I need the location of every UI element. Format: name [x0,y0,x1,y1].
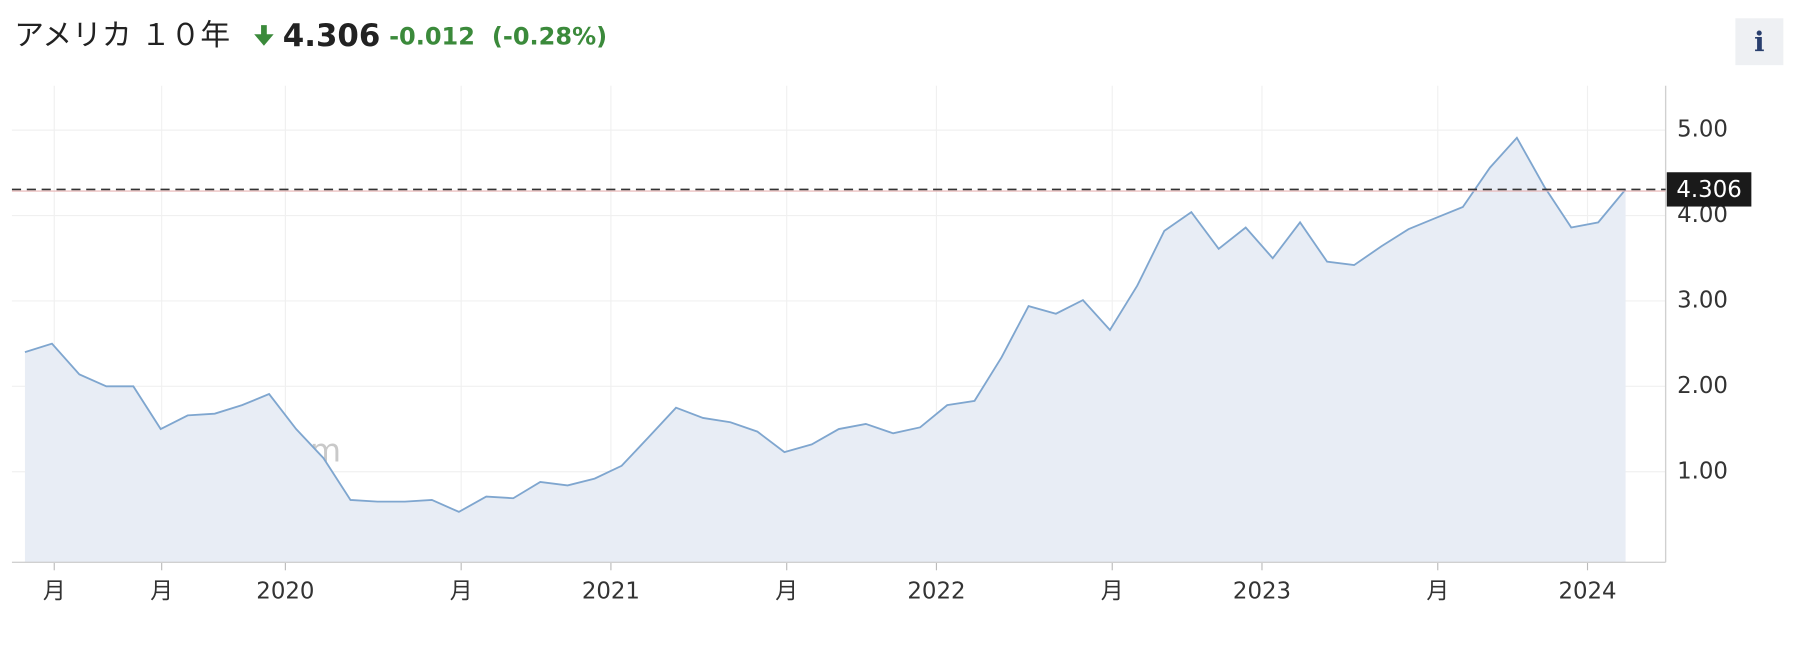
change: -0.012 [389,23,475,51]
instrument-title: アメリカ １０年 [14,18,230,53]
last-value-box [1666,172,1752,207]
info-button-label[interactable]: i [1754,26,1764,58]
x-tick-label: 2020 [256,578,314,604]
y-tick-label: 1.00 [1677,458,1728,484]
info-button[interactable]: i [1735,18,1784,66]
x-tick-label: 月 [450,578,473,604]
x-tick-label: 2022 [907,578,965,604]
price-line [24,136,1627,513]
info-button-bg[interactable] [1735,18,1784,66]
x-tick-label: 月 [1426,578,1449,604]
price: 4.306 [283,18,381,54]
x-tick-label: 月 [43,578,66,604]
y-tick-label: 3.00 [1677,287,1728,313]
x-tick-label: 月 [1101,578,1124,604]
area-fill [24,137,1626,563]
y-tick-label: 2.00 [1677,373,1728,399]
last-value-label: 4.306 [1676,177,1741,203]
y-tick-label: 5.00 [1677,117,1728,143]
x-tick-label: 2023 [1233,578,1291,604]
x-tick-label: 2021 [582,578,640,604]
x-tick-label: 月 [775,578,798,604]
x-tick-label: 月 [150,578,173,604]
plot: 1.002.003.004.005.00月月 2020 月 2021 月 2022 月 202… [11,85,1752,604]
change-percent: (-0.28%) [492,23,607,51]
x-tick-label: 2024 [1558,578,1616,604]
down-arrow-icon [254,25,274,46]
